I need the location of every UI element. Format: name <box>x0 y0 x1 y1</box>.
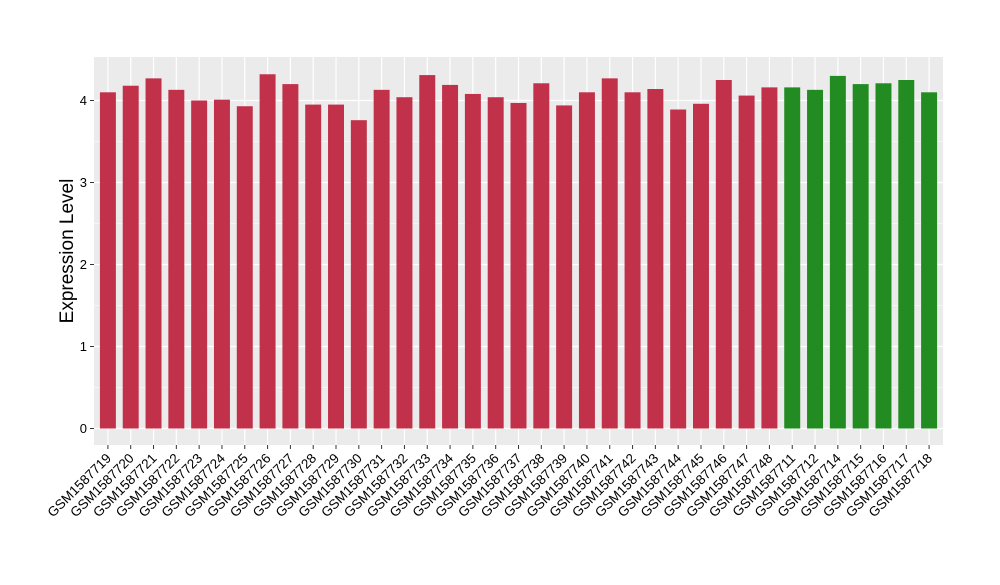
bar <box>578 92 595 429</box>
bar <box>670 109 687 429</box>
bar <box>715 80 732 429</box>
y-axis-title: Expression Level <box>57 179 78 324</box>
bar <box>829 75 846 429</box>
bar <box>145 78 162 429</box>
y-axis-ticks: 0 1 2 3 4 <box>80 93 94 436</box>
bar <box>419 75 436 429</box>
bar <box>396 97 413 429</box>
bar <box>168 89 185 429</box>
bar <box>807 89 824 429</box>
y-tick-label: 4 <box>80 93 87 108</box>
bar <box>350 120 367 429</box>
bar <box>510 102 527 429</box>
bar <box>122 85 139 429</box>
bar <box>556 105 573 429</box>
bar <box>784 87 801 429</box>
bar <box>647 89 664 429</box>
y-tick-label: 3 <box>80 175 87 190</box>
bar <box>305 104 322 429</box>
y-tick-label: 0 <box>80 421 87 436</box>
bar <box>236 106 253 429</box>
bar <box>533 83 550 429</box>
bar <box>921 92 938 429</box>
bar <box>373 89 390 429</box>
bar <box>875 83 892 429</box>
bar <box>693 103 709 429</box>
bar <box>601 78 618 429</box>
x-axis-ticks: GSM1587719GSM1587720GSM1587721GSM1587722… <box>45 445 935 520</box>
bar <box>738 95 755 429</box>
bar <box>282 84 299 429</box>
bar <box>442 84 459 429</box>
bar <box>624 92 641 429</box>
y-tick-label: 2 <box>80 257 87 272</box>
bar <box>191 100 208 429</box>
bar <box>464 93 481 429</box>
bar <box>898 80 915 429</box>
bar <box>852 84 869 429</box>
bar <box>259 74 276 429</box>
y-tick-label: 1 <box>80 339 87 354</box>
bar <box>99 92 116 429</box>
bar <box>328 104 344 429</box>
bar <box>487 97 504 429</box>
bar <box>761 87 778 429</box>
bar <box>213 99 230 429</box>
bars <box>99 74 938 429</box>
